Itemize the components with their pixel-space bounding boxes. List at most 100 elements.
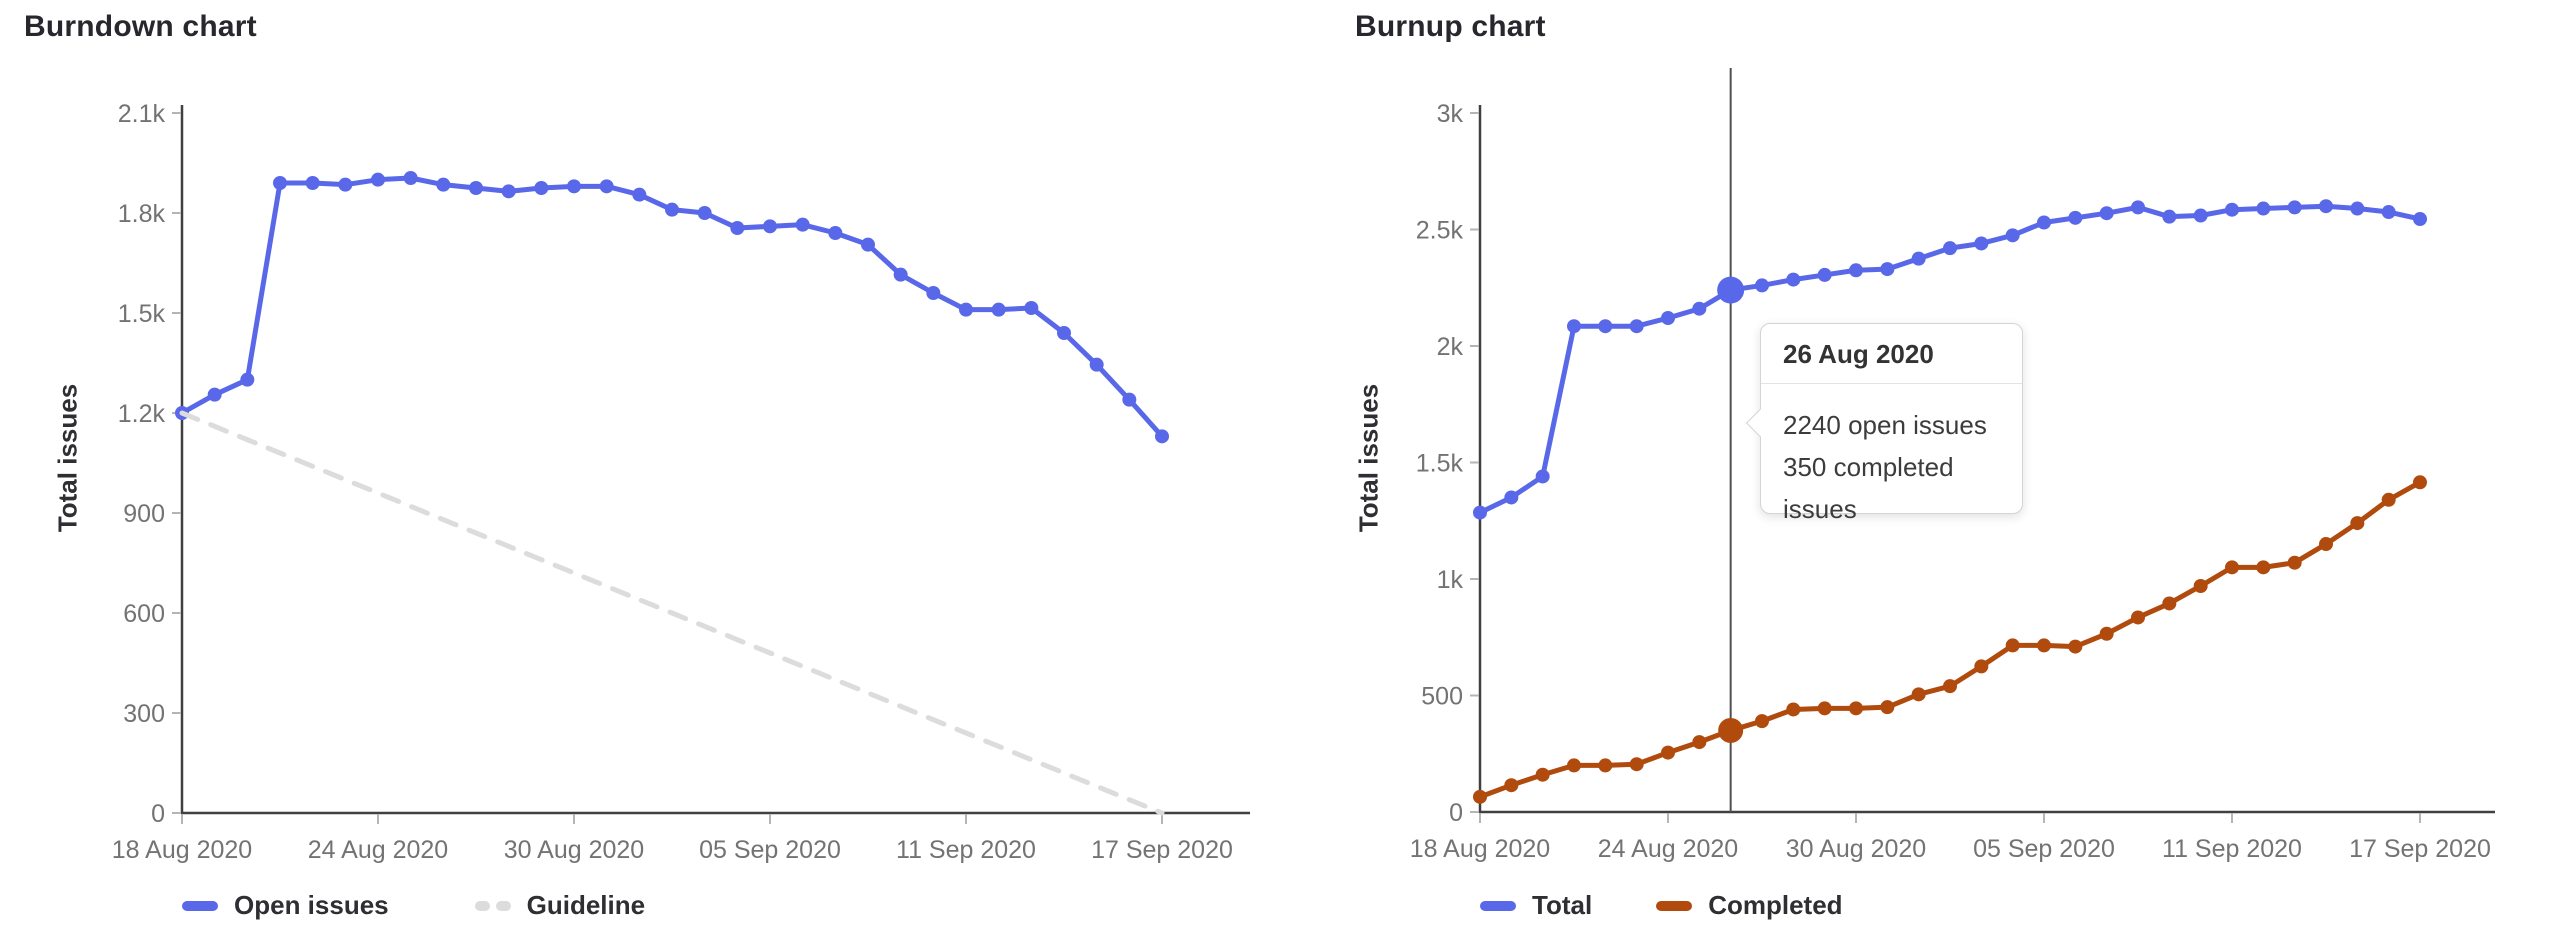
chart-point-open-issues[interactable]	[534, 181, 549, 195]
chart-point-completed[interactable]	[1567, 758, 1581, 773]
chart-point-open-issues[interactable]	[861, 237, 875, 252]
chart-point-total[interactable]	[2350, 201, 2365, 216]
chart-point-completed[interactable]	[1943, 679, 1957, 694]
x-tick-label: 30 Aug 2020	[504, 836, 644, 864]
chart-point-completed[interactable]	[2256, 560, 2271, 575]
chart-point-open-issues[interactable]	[436, 177, 451, 192]
chart-point-completed[interactable]	[2413, 475, 2427, 490]
chart-point-open-issues[interactable]	[893, 267, 908, 282]
chart-point-completed[interactable]	[1661, 745, 1675, 760]
legend-item-total[interactable]: Total	[1480, 890, 1592, 921]
chart-point-total[interactable]	[1567, 319, 1581, 334]
chart-point-completed[interactable]	[2193, 578, 2208, 593]
chart-point-completed[interactable]	[1504, 778, 1519, 793]
chart-point-open-issues[interactable]	[665, 202, 679, 217]
chart-point-total[interactable]	[1786, 272, 1801, 287]
chart-point-total[interactable]	[2287, 200, 2302, 215]
chart-point-total[interactable]	[2162, 209, 2177, 224]
chart-point-open-issues[interactable]	[1024, 301, 1039, 315]
chart-point-open-issues[interactable]	[1089, 357, 1104, 372]
chart-point-completed[interactable]	[2131, 610, 2145, 625]
chart-point-completed[interactable]	[1755, 714, 1769, 729]
chart-point-open-issues[interactable]	[1057, 326, 1071, 340]
chart-point-completed[interactable]	[2099, 626, 2114, 641]
chart-point-total[interactable]	[1880, 262, 1895, 277]
chart-point-completed[interactable]	[2350, 516, 2365, 531]
chart-point-completed[interactable]	[1629, 757, 1644, 772]
chart-point-open-issues[interactable]	[240, 372, 255, 387]
chart-point-open-issues[interactable]	[926, 286, 941, 300]
chart-point-total[interactable]	[1692, 301, 1707, 316]
highlight-point-total[interactable]	[1717, 276, 1745, 304]
chart-point-completed[interactable]	[1849, 701, 1863, 716]
chart-point-open-issues[interactable]	[501, 184, 516, 199]
chart-point-total[interactable]	[2037, 215, 2051, 230]
chart-point-total[interactable]	[2413, 212, 2427, 227]
chart-point-completed[interactable]	[2319, 537, 2333, 552]
chart-point-total[interactable]	[2131, 200, 2145, 215]
chart-point-total[interactable]	[1661, 311, 1675, 326]
chart-point-total[interactable]	[2256, 201, 2271, 216]
chart-point-completed[interactable]	[1880, 700, 1895, 715]
chart-point-completed[interactable]	[2037, 638, 2051, 653]
chart-point-open-issues[interactable]	[991, 302, 1006, 317]
chart-point-total[interactable]	[1911, 251, 1926, 266]
chart-point-open-issues[interactable]	[763, 219, 777, 234]
chart-point-open-issues[interactable]	[567, 179, 581, 194]
chart-point-completed[interactable]	[2005, 638, 2020, 653]
chart-point-open-issues[interactable]	[207, 387, 222, 402]
chart-point-completed[interactable]	[1535, 767, 1550, 782]
chart-point-total[interactable]	[2193, 208, 2208, 223]
chart-point-total[interactable]	[1629, 319, 1644, 334]
chart-point-total[interactable]	[1943, 241, 1957, 256]
chart-point-completed[interactable]	[1786, 702, 1801, 717]
burndown-chart-plot[interactable]: 0 300 600 900 1.2k 1.5k 1.8k 2.1k 18 Aug 2020 24 …	[0, 0, 1277, 952]
burnup-chart-plot[interactable]: 0 500 1k 1.5k 2k 2.5k 3k 18 Aug 2020 24 Aug 2020…	[1277, 0, 2554, 952]
chart-point-total[interactable]	[2225, 202, 2239, 217]
chart-point-total[interactable]	[1535, 469, 1550, 484]
legend-item-guideline[interactable]: Guideline	[474, 890, 645, 921]
chart-point-total[interactable]	[1849, 263, 1863, 278]
chart-point-completed[interactable]	[1598, 758, 1613, 773]
chart-point-total[interactable]	[1974, 236, 1989, 251]
chart-point-completed[interactable]	[2068, 639, 2083, 654]
chart-point-completed[interactable]	[1974, 659, 1989, 674]
chart-point-total[interactable]	[1755, 278, 1769, 293]
chart-point-open-issues[interactable]	[1122, 392, 1137, 407]
chart-point-open-issues[interactable]	[730, 221, 745, 235]
chart-point-completed[interactable]	[2225, 560, 2239, 575]
x-tick-label: 05 Sep 2020	[699, 836, 841, 864]
chart-point-completed[interactable]	[1692, 735, 1707, 750]
chart-point-total[interactable]	[2005, 228, 2020, 243]
chart-point-open-issues[interactable]	[697, 206, 712, 220]
chart-point-completed[interactable]	[1817, 701, 1832, 716]
chart-point-open-issues[interactable]	[273, 176, 287, 190]
chart-point-total[interactable]	[1473, 505, 1487, 520]
chart-point-total[interactable]	[2099, 206, 2114, 221]
chart-point-total[interactable]	[1598, 319, 1613, 334]
chart-point-completed[interactable]	[2162, 596, 2177, 611]
chart-point-open-issues[interactable]	[469, 181, 483, 195]
chart-point-total[interactable]	[1504, 490, 1519, 505]
legend-item-completed[interactable]: Completed	[1656, 890, 1843, 921]
highlight-point-completed[interactable]	[1718, 717, 1744, 743]
chart-point-total[interactable]	[1817, 267, 1832, 282]
chart-point-open-issues[interactable]	[795, 217, 810, 232]
chart-point-total[interactable]	[2319, 199, 2333, 214]
chart-point-open-issues[interactable]	[403, 171, 418, 185]
chart-point-open-issues[interactable]	[371, 172, 385, 187]
chart-point-total[interactable]	[2068, 210, 2083, 225]
chart-point-completed[interactable]	[1911, 687, 1926, 702]
chart-point-open-issues[interactable]	[828, 226, 843, 240]
chart-point-completed[interactable]	[1473, 789, 1487, 804]
chart-point-open-issues[interactable]	[305, 176, 320, 190]
chart-point-open-issues[interactable]	[338, 177, 353, 192]
chart-point-open-issues[interactable]	[1155, 429, 1169, 444]
chart-point-completed[interactable]	[2287, 555, 2302, 570]
chart-point-open-issues[interactable]	[599, 179, 614, 194]
chart-point-completed[interactable]	[2381, 492, 2396, 507]
chart-point-open-issues[interactable]	[959, 302, 973, 317]
chart-point-total[interactable]	[2381, 205, 2396, 220]
legend-item-open-issues[interactable]: Open issues	[182, 890, 389, 921]
chart-point-open-issues[interactable]	[632, 187, 647, 202]
